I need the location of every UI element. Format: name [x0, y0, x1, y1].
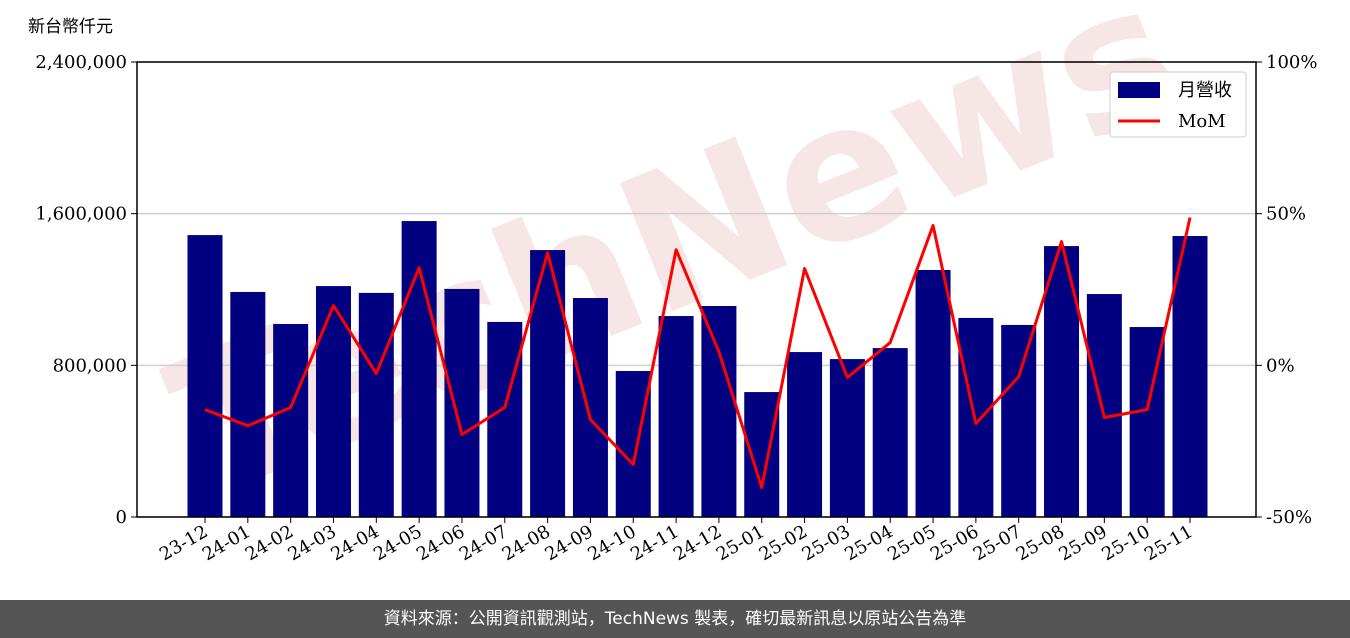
x-tick-label: 25-11 — [1141, 521, 1196, 565]
bar — [487, 321, 523, 517]
legend-swatch — [1118, 82, 1160, 98]
bar — [701, 305, 737, 517]
y2-tick-label: 0% — [1266, 355, 1295, 376]
x-tick-label: 24-12 — [670, 521, 725, 565]
x-tick-label: 25-06 — [927, 521, 982, 565]
bar — [744, 392, 780, 517]
x-tick-label: 24-03 — [285, 521, 340, 565]
y-axis-label: 新台幣仟元 — [28, 17, 113, 37]
bar — [787, 352, 823, 517]
x-tick-label: 24-06 — [413, 521, 468, 565]
bar — [1001, 324, 1037, 517]
bar — [1086, 294, 1122, 517]
bar — [187, 235, 223, 517]
y-tick-label: 1,600,000 — [35, 204, 127, 225]
y-tick-label: 0 — [116, 507, 127, 528]
bar — [572, 298, 608, 517]
x-tick-label: 25-08 — [1013, 521, 1068, 565]
bar — [230, 291, 266, 517]
x-tick-label: 24-10 — [584, 521, 639, 565]
bar — [358, 292, 394, 517]
x-tick-label: 25-10 — [1098, 521, 1153, 565]
y-tick-label: 800,000 — [53, 355, 127, 376]
bar — [1172, 236, 1208, 517]
bar — [444, 288, 480, 517]
bar — [872, 348, 908, 517]
x-tick-label: 25-03 — [798, 521, 853, 565]
bar — [401, 221, 437, 517]
x-tick-label: 25-09 — [1055, 521, 1110, 565]
chart: 新台幣仟元 TechNews 0800,0001,600,0002,400,00… — [28, 0, 1317, 565]
plot-frame — [136, 61, 1257, 518]
y2-tick-label: 50% — [1266, 204, 1306, 225]
bar — [915, 269, 951, 517]
x-tick-label: 25-05 — [884, 521, 939, 565]
bar — [615, 371, 651, 517]
bar — [315, 286, 351, 517]
y2-tick-label: -50% — [1266, 507, 1312, 528]
y-tick-label: 2,400,000 — [35, 52, 127, 73]
footer: 資料來源：公開資訊觀測站，TechNews 製表，確切最新訊息以原站公告為準 — [0, 600, 1350, 638]
x-tick-label: 25-01 — [713, 521, 768, 565]
x-tick-label: 25-02 — [756, 521, 811, 565]
x-tick-label: 25-07 — [970, 521, 1025, 565]
bar — [273, 324, 309, 517]
x-tick-label: 24-07 — [456, 521, 511, 565]
mom-line — [204, 217, 1192, 490]
legend-label: 月營收 — [1178, 80, 1232, 101]
x-tick-label: 24-09 — [541, 521, 596, 565]
bar — [658, 316, 694, 517]
x-tick-label: 23-12 — [156, 521, 211, 565]
y2-tick-label: 100% — [1266, 52, 1317, 73]
x-tick-label: 25-04 — [841, 521, 896, 565]
legend-label: MoM — [1178, 111, 1226, 132]
bar — [829, 359, 865, 517]
x-tick-label: 24-11 — [627, 521, 682, 565]
bar — [530, 250, 566, 518]
x-tick-label: 24-05 — [370, 521, 425, 565]
x-tick-label: 24-04 — [327, 521, 382, 565]
x-tick-label: 24-08 — [499, 521, 554, 565]
